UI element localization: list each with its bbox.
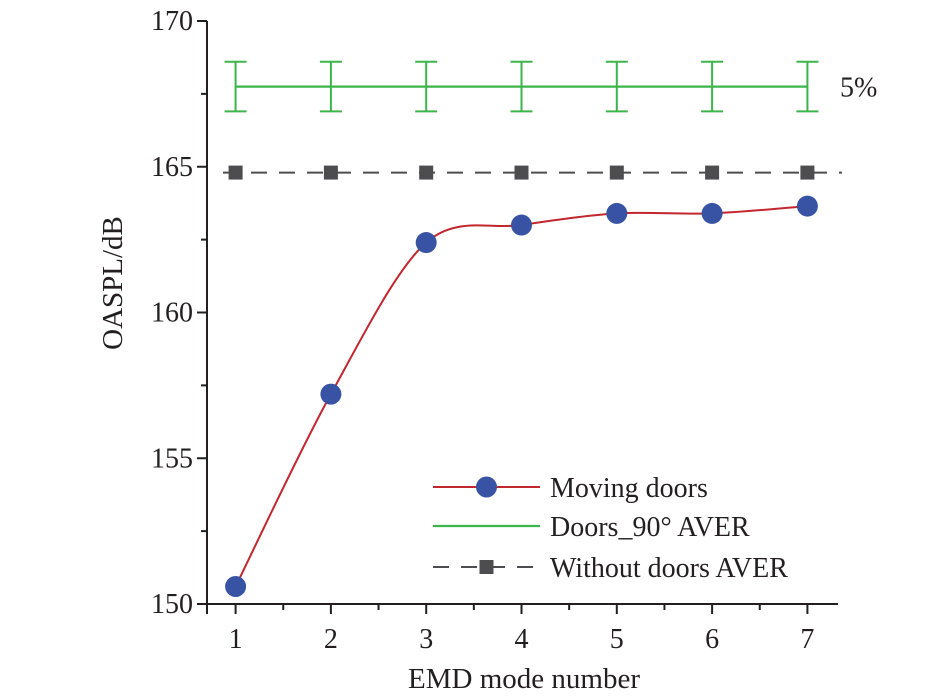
data-point-square [419,165,434,180]
y-axis-title: OASPL/dB [97,216,129,350]
x-tick-label: 5 [610,624,624,655]
legend: Moving doors Doors_90° AVER Without doors … [433,473,788,584]
x-tick-label: 1 [229,624,243,655]
annotation-layer: 5% [840,73,877,104]
legend-entry-2: Without doors AVER [433,553,788,584]
x-tick-label: 7 [800,624,814,655]
legend-label: Moving doors [550,473,708,504]
data-point-circle [701,202,723,224]
tick-labels: 150 155 160 165 170 1 2 3 4 5 6 7 [151,6,814,655]
data-point-square [514,165,529,180]
x-tick-label: 2 [324,624,338,655]
errorbar-percent-annotation: 5% [840,73,877,104]
data-point-square [705,165,720,180]
series-2 [223,165,842,180]
data-point-circle [225,576,247,598]
tick-marks [197,20,809,614]
series-1 [224,60,819,113]
y-tick-label: 165 [151,152,193,183]
error-bar [701,60,724,113]
data-point-square [800,165,815,180]
legend-label: Without doors AVER [550,553,788,584]
data-point-circle [796,195,818,217]
legend-swatch-square [479,560,494,574]
x-tick-label: 4 [515,624,529,655]
x-tick-label: 6 [705,624,719,655]
data-point-circle [415,232,437,254]
data-point-square [228,165,243,180]
y-tick-label: 160 [151,298,193,329]
error-bar [510,60,533,113]
axes [197,21,838,614]
series-layer [223,60,842,598]
error-bar [415,60,438,113]
y-tick-label: 150 [151,589,193,620]
y-tick-label: 170 [151,6,193,37]
error-bar [224,60,247,113]
legend-entry-0: Moving doors [433,473,708,504]
x-tick-label: 3 [419,624,433,655]
legend-swatch-circle [476,476,497,498]
data-point-circle [606,202,628,224]
error-bar [319,60,342,113]
data-point-circle [320,383,342,405]
error-bar [605,60,628,113]
data-point-square [323,165,338,180]
series-0 [225,195,818,598]
data-point-circle [511,214,532,236]
x-axis-title: EMD mode number [408,663,640,695]
error-bar [796,60,819,113]
legend-label: Doors_90° AVER [550,512,750,543]
y-tick-label: 155 [151,443,193,474]
data-point-square [609,165,624,180]
legend-entry-1: Doors_90° AVER [433,512,750,543]
